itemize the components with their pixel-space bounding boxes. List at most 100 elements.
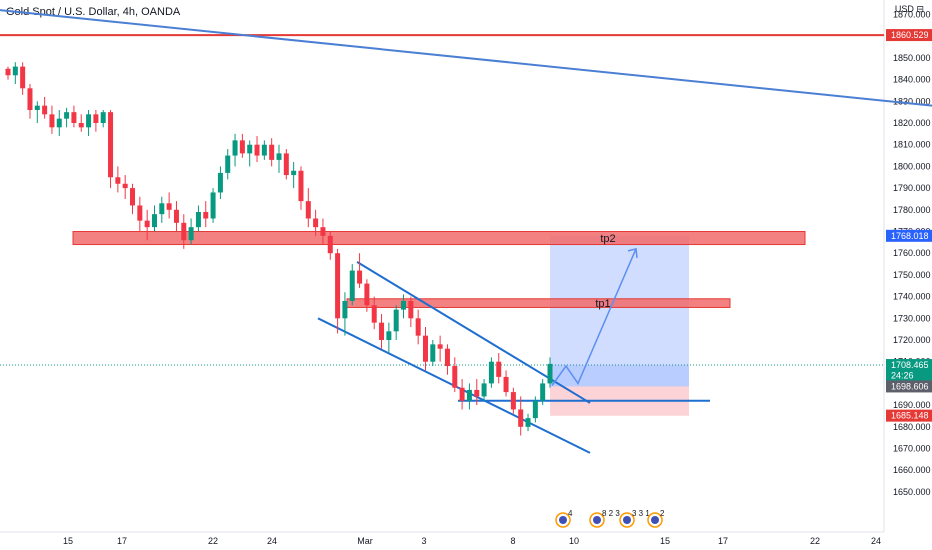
event-count: 2 — [660, 509, 665, 518]
candle-body — [247, 144, 253, 154]
currency-label[interactable]: USD ⊟ — [895, 4, 924, 15]
candle-body — [100, 112, 106, 124]
y-tick-label: 1680.000 — [893, 422, 931, 432]
candle-body — [335, 253, 341, 319]
x-tick-label: 24 — [267, 536, 277, 546]
candle-body — [195, 211, 201, 228]
candle-body — [12, 66, 18, 76]
candle-body — [503, 376, 509, 393]
y-tick-label: 1750.000 — [893, 270, 931, 280]
candle-body — [108, 112, 114, 178]
price-badge-label: 1708.465 — [891, 360, 929, 370]
candle-body — [386, 331, 392, 341]
target-zone-filled — [550, 365, 689, 387]
candle-body — [364, 283, 370, 306]
candle-body — [466, 389, 472, 401]
price-badge — [886, 409, 932, 422]
candle-body — [496, 361, 502, 377]
arrow-head-icon — [627, 247, 638, 258]
candle-body — [408, 300, 414, 319]
candle-body — [342, 300, 348, 319]
candle-body — [379, 322, 385, 341]
price-badge-label: 1768.018 — [891, 231, 929, 241]
candle-body — [64, 112, 70, 119]
x-tick-label: Mar — [357, 536, 373, 546]
y-tick-label: 1720.000 — [893, 335, 931, 345]
x-tick-label: 24 — [871, 536, 881, 546]
candle-body — [305, 201, 311, 219]
candle-body — [422, 335, 428, 362]
candle-body — [430, 344, 436, 362]
candle-body — [151, 214, 157, 228]
candle-body — [415, 318, 421, 336]
candle-body — [115, 177, 121, 184]
candles-group — [5, 62, 553, 436]
x-tick-label: 17 — [117, 536, 127, 546]
candle-body — [510, 392, 516, 410]
candle-body — [349, 270, 355, 301]
y-tick-label: 1780.000 — [893, 205, 931, 215]
candle-body — [159, 203, 165, 215]
y-tick-label: 1870.000 — [893, 10, 931, 20]
x-tick-label: 15 — [63, 536, 73, 546]
candle-body — [371, 305, 377, 323]
candle-body — [474, 389, 480, 397]
candle-body — [217, 172, 223, 193]
x-tick-label: 10 — [569, 536, 579, 546]
projection-arrow[interactable] — [551, 248, 637, 387]
candle-body — [525, 418, 531, 427]
candle-body — [130, 188, 136, 206]
candle-body — [49, 114, 55, 128]
candle-body — [232, 140, 238, 156]
candle-body — [86, 114, 92, 128]
candle-body — [122, 183, 128, 189]
candle-body — [547, 363, 553, 384]
price-badge — [886, 229, 932, 242]
candle-body — [401, 300, 407, 310]
candle-body — [518, 409, 524, 427]
candle-body — [71, 112, 77, 124]
candle-body — [56, 118, 62, 128]
candle-body — [166, 203, 172, 210]
flag-icon — [559, 516, 567, 524]
candle-body — [42, 105, 48, 115]
price-badge-label: 1860.529 — [891, 30, 929, 40]
flag-icon — [651, 516, 659, 524]
candle-body — [210, 192, 216, 219]
y-tick-label: 1790.000 — [893, 183, 931, 193]
y-tick-label: 1830.000 — [893, 96, 931, 106]
candle-body — [291, 170, 297, 176]
currency-icon: ⊟ — [916, 4, 924, 14]
candle-body — [532, 400, 538, 419]
zone-tp2[interactable] — [72, 231, 806, 246]
price-badge — [886, 359, 932, 372]
y-tick-label: 1670.000 — [893, 444, 931, 454]
candle-body — [188, 227, 194, 241]
candle-body — [481, 383, 487, 397]
candle-body — [20, 66, 26, 89]
candle-body — [459, 387, 465, 401]
candle-body — [444, 348, 450, 367]
candle-body — [313, 218, 319, 228]
y-tick-label: 1690.000 — [893, 400, 931, 410]
y-tick-label: 1740.000 — [893, 292, 931, 302]
x-tick-label: 8 — [510, 536, 515, 546]
y-tick-label: 1660.000 — [893, 465, 931, 475]
currency-code: USD — [894, 4, 914, 14]
zone-label-tp1: tp1 — [595, 298, 610, 310]
y-tick-label: 1760.000 — [893, 248, 931, 258]
candle-body — [254, 144, 260, 156]
y-tick-label: 1850.000 — [893, 53, 931, 63]
candle-body — [5, 68, 11, 76]
candle-body — [173, 209, 179, 223]
trendline-long-resistance[interactable] — [0, 9, 932, 107]
price-badge-label: 1698.606 — [891, 381, 929, 391]
flag-icon — [593, 516, 601, 524]
candle-body — [203, 211, 209, 219]
candle-body — [540, 383, 546, 401]
candle-body — [27, 88, 33, 110]
candle-body — [357, 270, 363, 284]
price-badge — [886, 369, 932, 382]
candle-body — [488, 361, 494, 384]
